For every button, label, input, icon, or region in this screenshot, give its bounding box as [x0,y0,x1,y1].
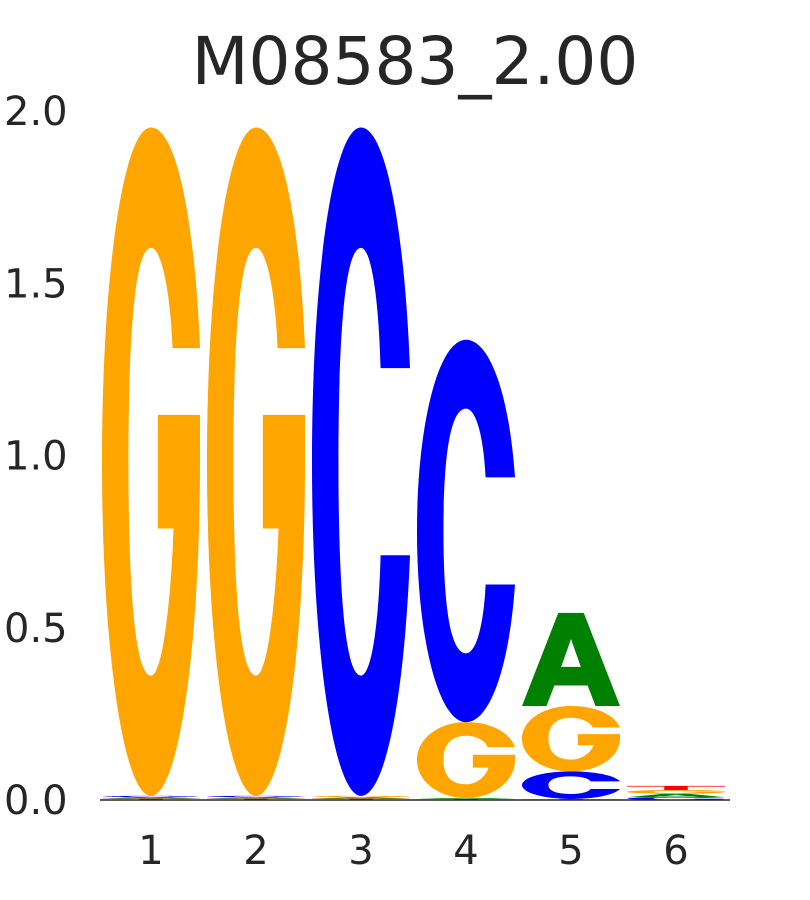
logo-letter-c [417,339,515,723]
y-tick-label: 0.0 [4,778,68,824]
x-tick-label: 1 [138,828,163,874]
x-axis: 1 2 3 4 5 6 [138,828,688,874]
y-axis: 0.0 0.5 1.0 1.5 2.0 [4,89,68,824]
logo-letter-a [207,797,305,799]
x-tick-label: 3 [348,828,373,874]
logo-letter-c [102,795,200,798]
logo-letter-a [312,797,410,799]
y-tick-label: 0.5 [4,606,68,652]
logo-letters [102,127,725,800]
logo-letter-t [627,785,725,791]
logo-letter-g [207,127,305,796]
logo-letter-a [102,797,200,799]
logo-letter-c [522,771,620,799]
chart-title: M08583_2.00 [192,23,639,100]
y-tick-label: 1.0 [4,434,68,480]
logo-letter-g [417,722,515,798]
y-tick-label: 2.0 [4,89,68,135]
logo-letter-g [312,795,410,798]
logo-letter-c [207,795,305,798]
x-tick-label: 4 [453,828,478,874]
x-tick-label: 6 [663,828,688,874]
logo-letter-g [102,127,200,796]
logo-letter-a [627,793,725,798]
logo-letter-a [522,612,620,706]
x-tick-label: 2 [243,828,268,874]
y-tick-label: 1.5 [4,261,68,307]
x-tick-label: 5 [558,828,583,874]
logo-letter-c [312,127,410,796]
logo-letter-g [627,790,725,794]
logo-letter-a [417,797,515,799]
logo-letter-g [522,705,620,772]
